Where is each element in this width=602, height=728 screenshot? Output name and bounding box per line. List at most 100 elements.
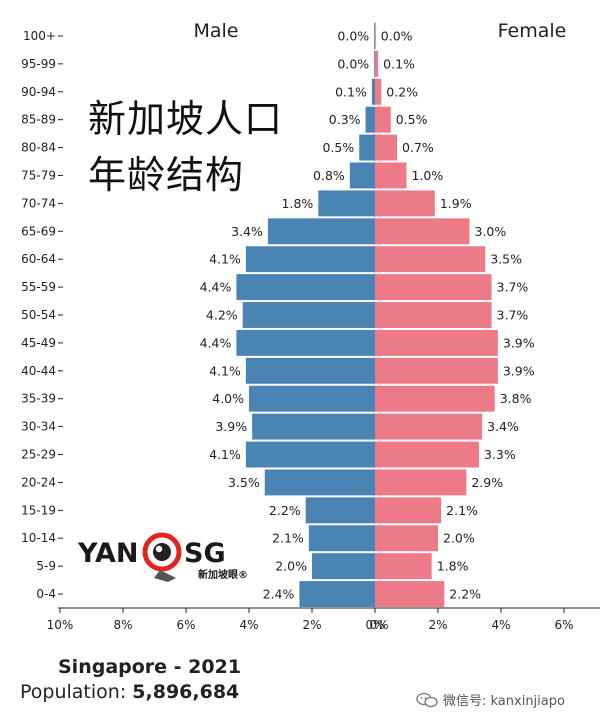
x-axis-ticks: 10% 8% 6% 4% 2% 0%0% 2% 4% 6% bbox=[47, 607, 600, 632]
male-bar-65-69 bbox=[267, 218, 375, 245]
population-value: 5,896,684 bbox=[132, 681, 240, 703]
x-tick-label-left: 2% bbox=[302, 618, 321, 632]
male-bar-15-19 bbox=[305, 497, 375, 524]
female-value-label: 0.2% bbox=[386, 84, 418, 99]
x-tick-label-left: 10% bbox=[47, 618, 74, 632]
male-label: Male bbox=[193, 20, 238, 42]
overlay-title-line1: 新加坡人口 bbox=[88, 97, 284, 141]
logo-ring-icon bbox=[142, 532, 182, 582]
male-value-label: 0.0% bbox=[337, 56, 369, 71]
female-label: Female bbox=[498, 20, 567, 42]
female-bar-5-9 bbox=[375, 553, 432, 580]
male-bar-0-4 bbox=[299, 581, 375, 607]
x-tick-label-left: 4% bbox=[239, 618, 258, 632]
x-tick-label-left: 8% bbox=[113, 618, 132, 632]
female-value-label: 1.8% bbox=[437, 559, 469, 574]
male-bar-95-99 bbox=[374, 50, 375, 77]
male-value-label: 2.4% bbox=[263, 587, 295, 602]
y-axis-ticks: 0-4 5-9 10-14 15-19 20-24 25-29 30-34 35-39 40-4… bbox=[21, 29, 63, 601]
male-bar-80-84 bbox=[359, 134, 375, 161]
male-bar-5-9 bbox=[312, 553, 375, 580]
female-bar-40-44 bbox=[375, 357, 498, 384]
female-value-label: 1.0% bbox=[412, 168, 444, 183]
x-tick-label-left: 6% bbox=[176, 618, 195, 632]
y-tick-label: 45-49 bbox=[21, 336, 56, 350]
female-value-label: 0.7% bbox=[402, 140, 434, 155]
logo-subtitle: 新加坡眼® bbox=[198, 570, 248, 581]
y-tick-label: 80-84 bbox=[21, 141, 56, 155]
male-value-label: 2.1% bbox=[272, 531, 304, 546]
y-tick-label: 90-94 bbox=[21, 85, 56, 99]
female-value-label: 3.4% bbox=[487, 419, 519, 434]
male-bar-100+ bbox=[374, 23, 375, 49]
male-value-label: 4.2% bbox=[206, 308, 238, 323]
male-bar-50-54 bbox=[242, 302, 375, 328]
y-tick-label: 60-64 bbox=[21, 252, 56, 266]
male-value-label: 0.5% bbox=[322, 140, 354, 155]
female-bar-15-19 bbox=[375, 497, 442, 524]
female-value-label: 1.9% bbox=[440, 196, 472, 211]
side-labels: Male Female bbox=[193, 20, 566, 42]
y-tick-label: 5-9 bbox=[36, 559, 56, 573]
female-value-label: 0.5% bbox=[396, 112, 428, 127]
y-tick-label: 10-14 bbox=[21, 531, 56, 545]
female-value-label: 3.9% bbox=[503, 335, 535, 350]
female-bar-70-74 bbox=[375, 190, 435, 217]
watermark-text: 微信号: kanxinjiapo bbox=[443, 694, 565, 709]
y-tick-label: 20-24 bbox=[21, 475, 56, 489]
male-value-label: 0.8% bbox=[313, 168, 345, 183]
female-bar-100+ bbox=[375, 23, 376, 49]
male-value-label: 0.3% bbox=[329, 112, 361, 127]
male-bar-60-64 bbox=[245, 246, 375, 273]
y-tick-label: 95-99 bbox=[21, 57, 56, 71]
female-bar-0-4 bbox=[375, 581, 445, 607]
female-value-label: 3.7% bbox=[497, 308, 529, 323]
female-value-label: 2.2% bbox=[449, 587, 481, 602]
y-tick-label: 65-69 bbox=[21, 224, 56, 238]
y-tick-label: 55-59 bbox=[21, 280, 56, 294]
male-value-label: 4.4% bbox=[200, 280, 232, 295]
female-bar-45-49 bbox=[375, 329, 498, 356]
female-value-label: 2.9% bbox=[471, 475, 503, 490]
yan-sg-logo: YAN SG 新加坡眼® bbox=[78, 524, 258, 594]
male-value-label: 3.5% bbox=[228, 475, 260, 490]
female-value-label: 0.0% bbox=[381, 28, 413, 43]
male-value-label: 0.0% bbox=[337, 28, 369, 43]
male-value-label: 2.0% bbox=[275, 559, 307, 574]
female-bar-25-29 bbox=[375, 441, 479, 468]
y-tick-label: 25-29 bbox=[21, 448, 56, 462]
female-bar-10-14 bbox=[375, 525, 438, 552]
male-bar-70-74 bbox=[318, 190, 375, 217]
female-bar-20-24 bbox=[375, 469, 467, 496]
y-tick-label: 50-54 bbox=[21, 308, 56, 322]
female-bar-90-94 bbox=[375, 78, 382, 105]
female-value-label: 3.8% bbox=[500, 391, 532, 406]
footer-title: Singapore - 2021 bbox=[58, 656, 242, 678]
footer-population: Population: 5,896,684 bbox=[20, 681, 239, 703]
male-bar-20-24 bbox=[264, 469, 375, 496]
female-value-label: 3.0% bbox=[475, 224, 507, 239]
male-bar-10-14 bbox=[308, 525, 375, 552]
y-tick-label: 30-34 bbox=[21, 420, 56, 434]
y-tick-label: 70-74 bbox=[21, 196, 56, 210]
x-tick-label-right: 6% bbox=[554, 618, 573, 632]
male-bar-75-79 bbox=[349, 162, 375, 189]
male-value-label: 4.1% bbox=[209, 447, 241, 462]
logo-text-right: SG bbox=[184, 538, 226, 569]
female-value-label: 3.5% bbox=[490, 252, 522, 267]
overlay-title-line2: 年龄结构 bbox=[88, 153, 245, 197]
female-bar-50-54 bbox=[375, 302, 492, 328]
male-bar-85-89 bbox=[365, 106, 375, 133]
female-bar-80-84 bbox=[375, 134, 398, 161]
female-value-label: 3.9% bbox=[503, 363, 535, 378]
male-bar-55-59 bbox=[236, 274, 375, 301]
y-tick-label: 75-79 bbox=[21, 168, 56, 182]
female-bar-85-89 bbox=[375, 106, 391, 133]
female-bar-35-39 bbox=[375, 385, 495, 412]
female-bar-95-99 bbox=[375, 50, 379, 77]
female-value-label: 3.7% bbox=[497, 280, 529, 295]
wechat-watermark: 微信号: kanxinjiapo bbox=[416, 690, 565, 709]
female-bar-55-59 bbox=[375, 274, 492, 301]
male-value-label: 0.1% bbox=[335, 84, 367, 99]
